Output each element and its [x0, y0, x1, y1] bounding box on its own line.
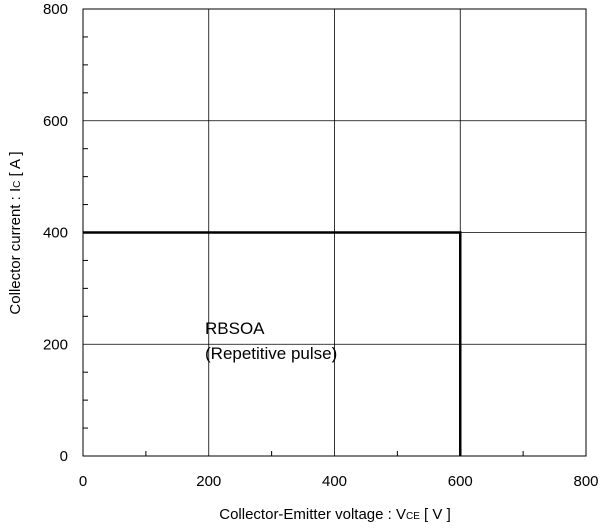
minor-ticks [83, 36, 524, 456]
annotation-repetitive-pulse: (Repetitive pulse) [205, 344, 337, 363]
rbsoa-boundary-line [83, 231, 462, 456]
annotation-rbsoa: RBSOA [205, 319, 265, 338]
x-tick-label: 200 [196, 473, 221, 490]
y-tick-label: 200 [43, 336, 68, 353]
y-tick-label: 800 [43, 1, 68, 18]
x-tick-label: 0 [79, 473, 87, 490]
x-tick-label: 600 [448, 473, 473, 490]
x-tick-label: 800 [573, 473, 598, 490]
x-tick-labels: 0 200 400 600 800 [79, 473, 599, 490]
y-tick-labels: 0 200 400 600 800 [43, 1, 68, 465]
series-group [83, 231, 462, 456]
x-axis-title: Collector-Emitter voltage : VCE [ V ] [219, 506, 450, 523]
y-tick-label: 400 [43, 225, 68, 242]
y-tick-label: 0 [60, 448, 68, 465]
x-tick-label: 400 [322, 473, 347, 490]
y-axis-title: Collector current : IC [ A ] [7, 151, 24, 314]
y-tick-label: 600 [43, 113, 68, 130]
